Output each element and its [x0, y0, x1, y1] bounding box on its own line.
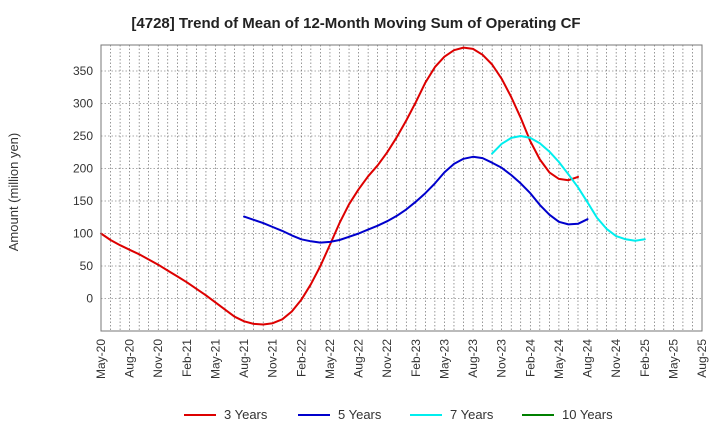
- x-tick-label: Nov-22: [380, 339, 394, 378]
- y-tick-label: 200: [73, 162, 93, 176]
- x-tick-label: May-20: [94, 339, 108, 379]
- y-tick-label: 100: [73, 227, 93, 241]
- chart-title: [4728] Trend of Mean of 12-Month Moving …: [131, 15, 580, 32]
- x-tick-label: Aug-25: [695, 339, 709, 378]
- y-tick-labels: 0 50 100 150 200 250 300 350: [73, 64, 93, 306]
- x-tick-label: Nov-20: [151, 339, 165, 378]
- legend-label-3-years: 3 Years: [224, 407, 268, 422]
- x-tick-label: Aug-22: [352, 339, 366, 378]
- y-tick-label: 350: [73, 64, 93, 78]
- x-tick-label: Nov-23: [495, 339, 509, 378]
- series-lines: [100, 46, 646, 326]
- plot-frame: [100, 44, 703, 332]
- x-tick-label: Feb-22: [294, 339, 308, 377]
- grid: [101, 45, 702, 331]
- series-line-7-years: [491, 135, 646, 242]
- y-tick-label: 300: [73, 97, 93, 111]
- x-tick-label: Nov-24: [609, 339, 623, 378]
- x-tick-label: Nov-21: [266, 339, 280, 378]
- x-tick-label: May-24: [552, 339, 566, 379]
- y-tick-label: 0: [86, 292, 93, 306]
- x-tick-label: Feb-21: [180, 339, 194, 377]
- x-tick-label: Aug-20: [123, 339, 137, 378]
- x-tick-label: May-21: [208, 339, 222, 379]
- x-tick-labels: May-20 Aug-20 Nov-20 Feb-21 May-21 Aug-21 Nov-…: [94, 339, 709, 379]
- y-tick-label: 250: [73, 129, 93, 143]
- legend-label-7-years: 7 Years: [450, 407, 494, 422]
- x-tick-label: Aug-24: [581, 339, 595, 378]
- x-tick-label: Feb-24: [523, 339, 537, 377]
- x-tick-label: May-25: [666, 339, 680, 379]
- series-line-5-years: [243, 155, 589, 244]
- x-tick-label: May-22: [323, 339, 337, 379]
- x-tick-label: Aug-21: [237, 339, 251, 378]
- y-axis-label: Amount (million yen): [6, 133, 21, 252]
- legend-label-10-years: 10 Years: [562, 407, 613, 422]
- legend-label-5-years: 5 Years: [338, 407, 382, 422]
- x-tick-label: Feb-25: [638, 339, 652, 377]
- legend: 3 Years 5 Years 7 Years 10 Years: [184, 407, 613, 422]
- x-tick-label: May-23: [437, 339, 451, 379]
- x-tick-label: Feb-23: [409, 339, 423, 377]
- x-tick-label: Aug-23: [466, 339, 480, 378]
- y-tick-label: 50: [80, 259, 94, 273]
- series-line-3-years: [100, 46, 579, 326]
- y-tick-label: 150: [73, 194, 93, 208]
